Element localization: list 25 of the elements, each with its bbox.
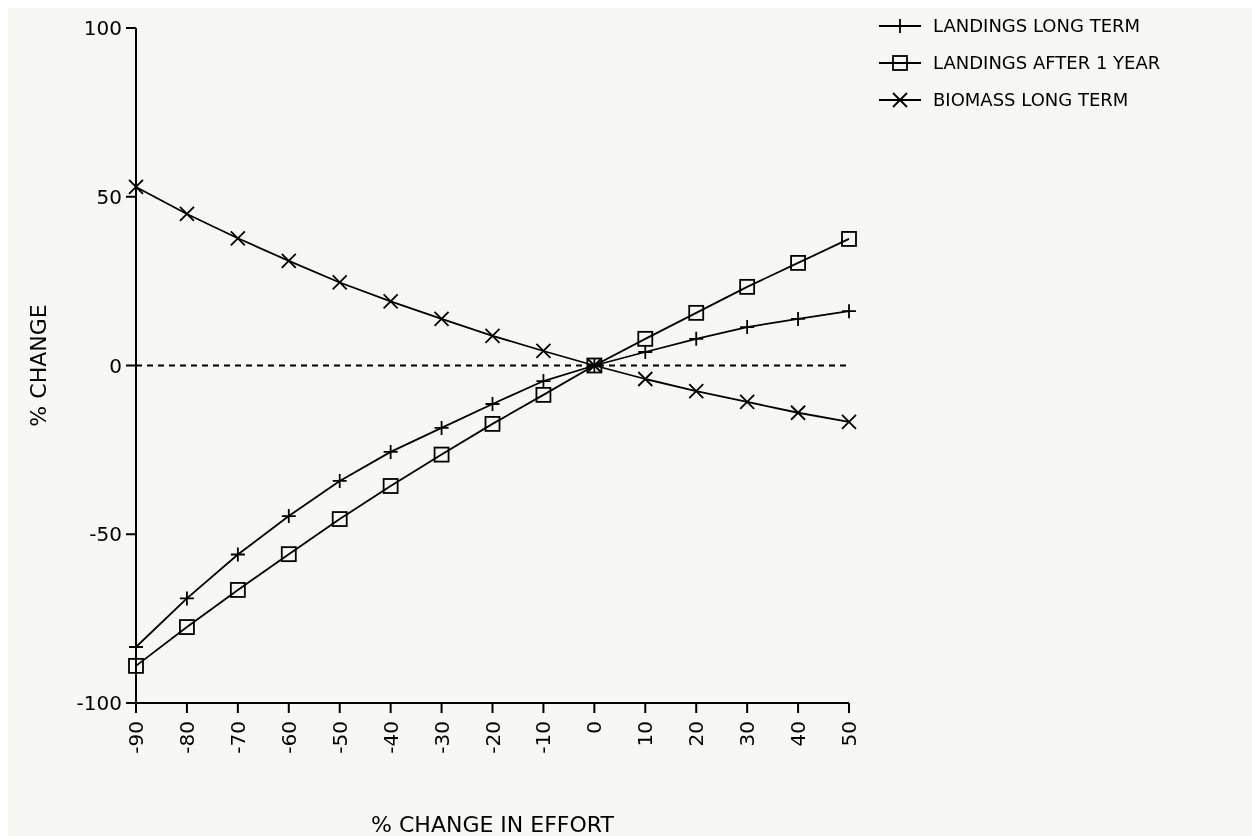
x-tick-label: -80: [174, 721, 199, 754]
legend-label: BIOMASS LONG TERM: [933, 89, 1129, 111]
legend-label: LANDINGS LONG TERM: [933, 15, 1141, 37]
x-tick-label: -30: [429, 721, 454, 754]
x-tick-label: 40: [786, 721, 811, 747]
x-tick-label: -10: [531, 721, 556, 754]
x-tick-label: -70: [225, 721, 250, 754]
y-tick-label: 50: [96, 184, 122, 209]
y-tick-label: -50: [89, 522, 122, 547]
y-tick-label: -100: [76, 691, 122, 715]
y-axis-title: % CHANGE: [26, 304, 51, 427]
x-tick-label: 0: [582, 721, 607, 734]
x-tick-label: 50: [837, 721, 861, 747]
x-tick-label: -40: [378, 721, 403, 754]
x-tick-label: 20: [684, 721, 709, 747]
x-tick-label: -90: [124, 721, 148, 754]
x-tick-label: 10: [633, 721, 658, 747]
x-tick-label: 30: [735, 721, 760, 747]
x-tick-label: -50: [327, 721, 352, 754]
x-tick-label: -60: [276, 721, 301, 754]
y-tick-label: 100: [83, 16, 122, 40]
y-tick-label: 0: [109, 353, 122, 378]
x-tick-label: -20: [480, 721, 505, 754]
legend-label: LANDINGS AFTER 1 YEAR: [933, 52, 1161, 74]
x-axis-title: % CHANGE IN EFFORT: [371, 812, 615, 836]
